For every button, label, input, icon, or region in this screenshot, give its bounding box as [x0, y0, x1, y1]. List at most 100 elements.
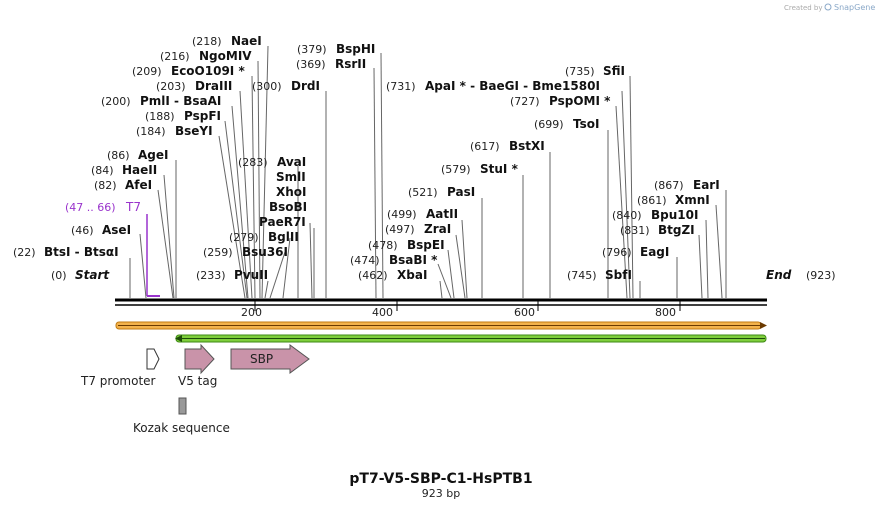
site-position: (840) [612, 209, 642, 222]
site-bsu36i[interactable]: (259) Bsu36I [203, 245, 288, 259]
site-xbai[interactable]: (462) XbaI [358, 268, 427, 282]
leader-draiii [239, 90, 253, 299]
site-bsabi[interactable]: (474) BsaBI * [350, 253, 438, 267]
tick-label: 800 [655, 306, 676, 319]
site-drdi[interactable]: (300) DrdI [252, 79, 320, 93]
leader-zrai [455, 234, 466, 299]
site-sfii[interactable]: (735) SfiI [565, 64, 625, 78]
orf-reverse[interactable] [175, 334, 767, 343]
feature-t7-promoter[interactable]: T7 promoter [80, 348, 160, 388]
site-position: (200) [101, 95, 131, 108]
site-bpu10i[interactable]: (840) Bpu10I [612, 208, 698, 222]
site-agei[interactable]: (86) AgeI [107, 148, 168, 162]
site-pspfi[interactable]: (188) PspFI [145, 109, 221, 123]
site-position: (579) [441, 163, 471, 176]
site-name: T7 [125, 200, 141, 214]
site-t7[interactable]: (47 .. 66) T7 [65, 200, 141, 214]
site-btsi[interactable]: (22) BtsI - BtsαI [13, 245, 119, 259]
site-position: (209) [132, 65, 162, 78]
site-tsoi[interactable]: (699) TsoI [534, 117, 599, 131]
site-name: DrdI [291, 79, 320, 93]
site-sbfi[interactable]: (745) SbfI [567, 268, 632, 282]
site-naei[interactable]: (218) NaeI [192, 34, 262, 48]
site-rsrii[interactable]: (369) RsrII [296, 57, 366, 71]
site-bstxi[interactable]: (617) BstXI [470, 139, 545, 153]
site-leaders [129, 45, 727, 299]
feature-label: Kozak sequence [133, 421, 230, 435]
site-name: PvuII [234, 268, 268, 282]
tick-label: 400 [372, 306, 393, 319]
arrow-right-icon [760, 322, 767, 329]
promoter-arrow-icon [146, 348, 160, 370]
leader-bseyi [218, 135, 246, 299]
site-position: (218) [192, 35, 222, 48]
site-bspei[interactable]: (478) BspEI [368, 238, 445, 252]
site-haeii[interactable]: (84) HaeII [91, 163, 157, 177]
leader-pvuii [264, 280, 269, 299]
site-eari[interactable]: (867) EarI [654, 178, 720, 192]
site-name: PasI [447, 185, 475, 199]
site-aatii[interactable]: (499) AatII [387, 207, 458, 221]
site-stui[interactable]: (579) StuI * [441, 162, 519, 176]
site-name: EagI [640, 245, 669, 259]
site-aval[interactable]: (283) AvaI [238, 155, 306, 169]
site-position: (188) [145, 110, 175, 123]
site-name: ApaI * - BaeGI - Bme1580I [425, 79, 600, 93]
site-ecoo109i[interactable]: (209) EcoO109I * [132, 64, 245, 78]
site-name: ZraI [424, 222, 451, 236]
site-name: PaeR7I [259, 215, 306, 229]
orf-forward[interactable] [115, 321, 767, 330]
site-zrai[interactable]: (497) ZraI [385, 222, 451, 236]
feature-label: T7 promoter [80, 374, 156, 388]
site-position: (82) [94, 179, 117, 192]
site-xmni[interactable]: (861) XmnI [637, 193, 710, 207]
site-name: PspOMI * [549, 94, 611, 108]
site-btgzi[interactable]: (831) BtgZI [620, 223, 695, 237]
site-eagi[interactable]: (796) EagI [602, 245, 669, 259]
leader-bpu10i [705, 219, 709, 299]
site-smli[interactable]: SmlI [276, 170, 306, 184]
site-ngomiv[interactable]: (216) NgoMIV [160, 49, 252, 63]
site-name: NgoMIV [199, 49, 252, 63]
site-name: XbaI [397, 268, 427, 282]
site-position: (796) [602, 246, 632, 259]
site-position: (300) [252, 80, 282, 93]
feature-kozak[interactable]: Kozak sequence [133, 397, 230, 435]
site-afei[interactable]: (82) AfeI [94, 178, 152, 192]
leader-haeii [163, 174, 175, 299]
site-pvuii[interactable]: (233) PvuII [196, 268, 268, 282]
feature-label: V5 tag [178, 374, 217, 388]
site-position: (727) [510, 95, 540, 108]
site-xhoi[interactable]: XhoI [276, 185, 307, 199]
feature-sbp[interactable]: SBP [230, 344, 310, 374]
site-name: Bsu36I [242, 245, 288, 259]
leader-afei [157, 189, 174, 299]
site-bsphi[interactable]: (379) BspHI [297, 42, 375, 56]
site-bseyi[interactable]: (184) BseYI [136, 124, 213, 138]
leader-ecoo109i [251, 75, 256, 299]
leader-pmli [231, 105, 249, 299]
site-position: (462) [358, 269, 388, 282]
leader-paer7i [309, 222, 313, 299]
scale-ticks: 200 400 600 800 [241, 300, 681, 319]
site-position: (216) [160, 50, 190, 63]
site-pasi[interactable]: (521) PasI [408, 185, 475, 199]
site-bsobi[interactable]: BsoBI [269, 200, 307, 214]
arrow-left-icon [175, 335, 182, 342]
site-pspomi[interactable]: (727) PspOMI * [510, 94, 611, 108]
site-position: (279) [229, 231, 259, 244]
site-draiii[interactable]: (203) DraIII [156, 79, 232, 93]
feature-v5-tag[interactable]: V5 tag [178, 343, 217, 388]
site-asei[interactable]: (46) AseI [71, 223, 131, 237]
leader-asei [139, 233, 147, 299]
site-pmli[interactable]: (200) PmlI - BsaAI [101, 94, 221, 108]
leader-ngomiv [257, 60, 261, 299]
tick-label: 200 [241, 306, 262, 319]
leader-apai [621, 90, 631, 299]
leader-bsabi [437, 263, 452, 299]
site-bglii[interactable]: (279) BglII [229, 230, 299, 244]
site-paer7i[interactable]: PaeR7I [259, 215, 306, 229]
site-apai[interactable]: (731) ApaI * - BaeGI - Bme1580I [386, 79, 600, 93]
site-name: RsrII [335, 57, 366, 71]
